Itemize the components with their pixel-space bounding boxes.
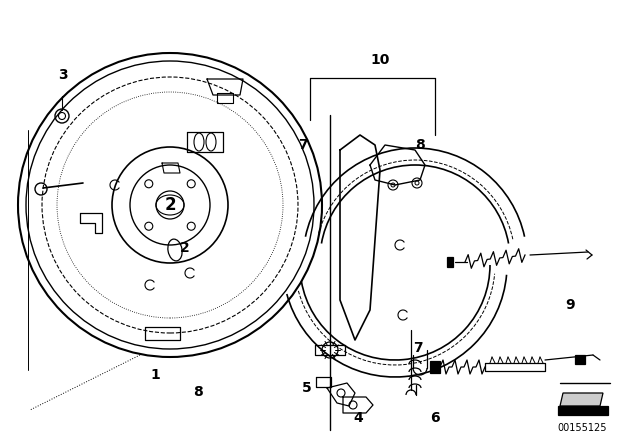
Text: 6: 6 <box>430 411 440 425</box>
Text: 10: 10 <box>371 53 390 67</box>
Polygon shape <box>447 257 453 267</box>
Text: 9: 9 <box>565 298 575 312</box>
Polygon shape <box>560 393 603 406</box>
Text: 2: 2 <box>164 196 176 214</box>
Text: 8: 8 <box>415 138 425 152</box>
Text: 5: 5 <box>302 381 312 395</box>
Text: 4: 4 <box>353 411 363 425</box>
Text: 3: 3 <box>58 68 68 82</box>
Polygon shape <box>558 406 608 415</box>
Text: 7: 7 <box>413 341 423 355</box>
Text: 7: 7 <box>298 138 308 152</box>
Polygon shape <box>575 355 585 364</box>
Polygon shape <box>430 361 440 373</box>
Text: 1: 1 <box>150 368 160 382</box>
Text: 8: 8 <box>193 385 203 399</box>
Text: 2: 2 <box>180 241 190 255</box>
Text: 00155125: 00155125 <box>557 423 607 433</box>
